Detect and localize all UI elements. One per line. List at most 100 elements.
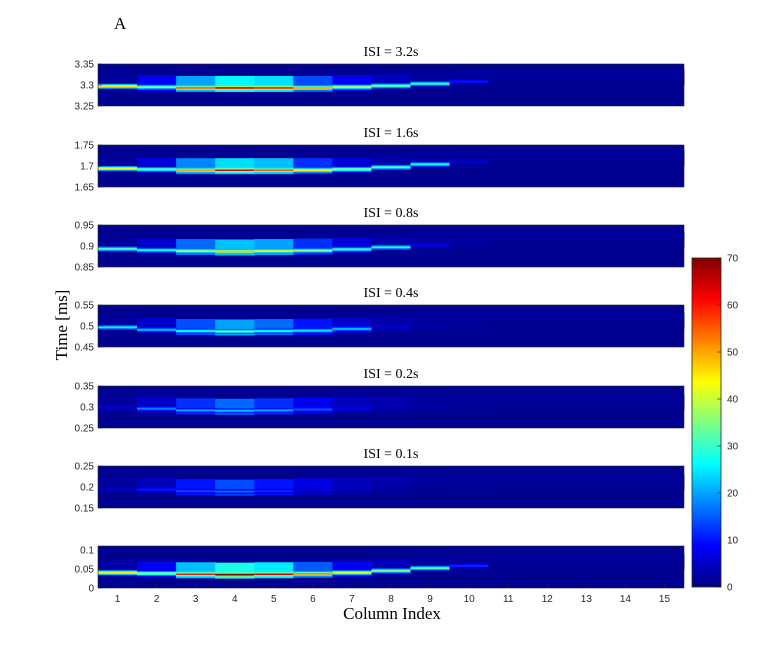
heat-ridge bbox=[215, 490, 255, 493]
y-tick-label: 0.9 bbox=[80, 242, 94, 253]
heat-ridge bbox=[527, 161, 568, 164]
heat-ridge bbox=[410, 406, 451, 408]
panel-title: ISI = 3.2s bbox=[364, 45, 419, 60]
y-axis-label: Time [ms] bbox=[52, 290, 71, 361]
heat-ridge bbox=[644, 405, 685, 407]
x-tick-label: 5 bbox=[271, 594, 277, 605]
heat-ridge bbox=[449, 242, 490, 245]
heat-ridge bbox=[215, 169, 255, 171]
heat-ridge bbox=[566, 242, 607, 245]
colorbar: 0 10 20 30 40 50 60 70 bbox=[691, 254, 739, 594]
panel-2: ISI = 1.6s 1.75 1.7 1.65 bbox=[75, 126, 685, 194]
heat-ridge bbox=[371, 85, 412, 87]
heat-ridge bbox=[371, 487, 412, 489]
heat-ridge bbox=[410, 325, 451, 327]
x-tick-label: 4 bbox=[232, 594, 238, 605]
heat-ridge bbox=[215, 87, 255, 89]
colorbar-tick-label: 50 bbox=[727, 348, 739, 359]
y-tick-label: 0.3 bbox=[80, 403, 94, 414]
colorbar-tick-label: 70 bbox=[727, 254, 739, 265]
colorbar-tick-label: 40 bbox=[727, 395, 739, 406]
heat-ridge bbox=[98, 571, 138, 574]
heat-ridge bbox=[410, 567, 451, 569]
y-tick-label: 3.25 bbox=[75, 102, 95, 113]
heat-ridge bbox=[293, 489, 333, 492]
heat-ridge bbox=[449, 323, 490, 326]
heat-ridge bbox=[293, 573, 333, 575]
y-tick-label: 0.35 bbox=[75, 382, 95, 393]
colorbar-tick-label: 30 bbox=[727, 442, 739, 453]
y-tick-label: 0.05 bbox=[75, 564, 95, 575]
panel-title: ISI = 0.8s bbox=[364, 206, 419, 221]
heat-ridge bbox=[254, 330, 294, 332]
heat-ridge bbox=[254, 250, 294, 252]
heat-ridge bbox=[371, 326, 412, 329]
heat-ridge bbox=[371, 166, 412, 169]
y-tick-label: 0.5 bbox=[80, 322, 94, 333]
heat-ridge bbox=[176, 409, 216, 412]
heat-ridge bbox=[176, 87, 216, 89]
figure-label: A bbox=[114, 14, 127, 33]
heat-ridge bbox=[488, 485, 529, 487]
heat-ridge bbox=[605, 405, 646, 407]
panel-title: ISI = 1.6s bbox=[364, 126, 419, 141]
heat-ridge bbox=[98, 85, 138, 88]
panel-5: ISI = 0.2s 0.35 0.3 0.25 bbox=[75, 367, 685, 435]
heat-ridge bbox=[527, 80, 568, 83]
heat-ridge bbox=[605, 161, 646, 164]
y-tick-label: 0.15 bbox=[75, 504, 95, 515]
heat-ridge bbox=[527, 323, 568, 326]
heat-ridge bbox=[410, 244, 451, 246]
heat-ridge bbox=[566, 80, 607, 83]
panel-1: ISI = 3.2s 3.35 3.3 3.25 bbox=[75, 45, 685, 113]
heat-ridge bbox=[215, 573, 255, 576]
x-tick-label: 15 bbox=[659, 594, 671, 605]
heat-ridge bbox=[566, 405, 607, 407]
y-tick-label: 0.2 bbox=[80, 483, 94, 494]
heat-ridge bbox=[449, 485, 490, 487]
y-tick-label: 1.7 bbox=[80, 162, 94, 173]
x-tick-label: 6 bbox=[310, 594, 316, 605]
y-tick-label: 1.75 bbox=[75, 141, 95, 152]
y-tick-label: 1.65 bbox=[75, 183, 95, 194]
x-tick-label: 7 bbox=[349, 594, 355, 605]
colorbar-tick-label: 60 bbox=[727, 301, 739, 312]
heat-ridge bbox=[371, 406, 412, 409]
heat-ridge bbox=[332, 571, 372, 574]
heat-ridge bbox=[254, 490, 294, 492]
heat-ridge bbox=[215, 250, 255, 253]
heat-ridge bbox=[566, 485, 607, 487]
heat-ridge bbox=[488, 80, 529, 83]
heat-ridge bbox=[176, 573, 216, 576]
heat-ridge bbox=[254, 409, 294, 412]
heat-ridge bbox=[644, 242, 685, 245]
heat-ridge bbox=[410, 82, 451, 85]
heat-ridge bbox=[488, 565, 529, 567]
heat-ridge bbox=[644, 485, 685, 487]
heat-ridge bbox=[488, 242, 529, 245]
heat-ridge bbox=[293, 249, 333, 252]
y-tick-label: 0.45 bbox=[75, 343, 95, 354]
heat-ridge bbox=[137, 249, 177, 251]
y-tick-label: 0.85 bbox=[75, 263, 95, 274]
heat-ridge bbox=[137, 86, 177, 88]
heat-ridge bbox=[527, 565, 568, 567]
heat-ridge bbox=[527, 242, 568, 245]
y-tick-label: 0.1 bbox=[80, 545, 94, 556]
heat-ridge bbox=[449, 161, 490, 164]
colorbar-ticks: 0 10 20 30 40 50 60 70 bbox=[717, 254, 739, 594]
heat-ridge bbox=[98, 248, 138, 250]
heat-ridge bbox=[254, 573, 294, 576]
heat-ridge bbox=[293, 169, 333, 171]
x-axis-label: Column Index bbox=[343, 604, 441, 623]
heat-ridge bbox=[332, 407, 372, 410]
heat-ridge bbox=[449, 565, 490, 567]
heat-ridge bbox=[137, 572, 177, 575]
x-tick-label: 3 bbox=[193, 594, 199, 605]
heat-ridge bbox=[176, 169, 216, 171]
y-tick-label: 3.35 bbox=[75, 60, 95, 71]
heat-ridge bbox=[332, 86, 372, 88]
heat-ridge bbox=[371, 570, 412, 572]
panel-title: ISI = 0.4s bbox=[364, 286, 419, 301]
